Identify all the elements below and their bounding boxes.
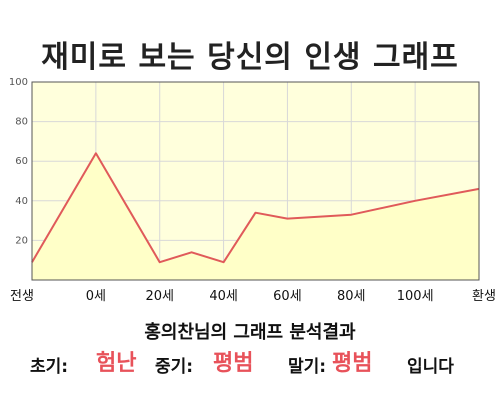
y-tick-label-80: 80 — [15, 117, 28, 128]
x-tick-label-2: 20세 — [145, 289, 174, 304]
mid-verdict: 평범 — [213, 351, 254, 376]
x-tick-label-4: 60세 — [273, 289, 302, 304]
early-verdict: 험난 — [96, 351, 137, 376]
early-label: 초기: — [30, 357, 69, 377]
series-area — [32, 153, 479, 280]
x-tick-label-3: 40세 — [209, 289, 238, 304]
x-tick-label-5: 80세 — [337, 289, 366, 304]
y-tick-label-100: 100 — [9, 77, 28, 88]
chart-title: 재미로 보는 당신의 인생 그래프 — [41, 40, 459, 75]
y-tick-label-60: 60 — [15, 156, 28, 167]
x-tick-label-6: 100세 — [397, 289, 434, 304]
x-tick-label-1: 0세 — [86, 289, 106, 304]
analysis-result: 초기: 험난 중기: 평범 말기: 평범 입니다 — [24, 345, 484, 381]
y-tick-label-40: 40 — [15, 196, 28, 207]
series-line — [31, 152, 480, 264]
x-tick-label-7: 환생 — [472, 289, 496, 304]
mid-label: 중기: — [155, 357, 194, 377]
plot-frame — [31, 81, 480, 281]
analysis-summary: 홍의찬님의 그래프 분석결과 — [144, 322, 356, 343]
late-label: 말기: — [288, 357, 327, 377]
result-suffix: 입니다 — [407, 357, 454, 377]
late-verdict: 평범 — [332, 351, 373, 376]
x-tick-label-0: 전생 — [10, 289, 34, 304]
y-tick-label-20: 20 — [15, 235, 28, 246]
